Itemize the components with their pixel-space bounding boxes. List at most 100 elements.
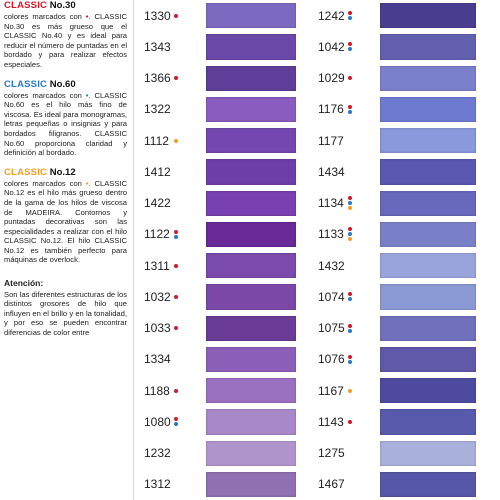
blue-dot-icon [348,232,352,237]
thread-weight-markers [174,417,180,427]
blue-dot-icon [348,201,352,206]
orange-dot-icon [348,237,352,242]
color-row: 1343 [136,31,311,62]
red-dot-icon [348,11,352,16]
color-row: 1122 [136,219,311,250]
thread-weight-markers [348,388,354,393]
classic-30-title: CLASSIC No.30 [4,0,127,11]
color-row: 1275 [310,438,485,469]
red-dot-icon [174,263,178,268]
color-row: 1143 [310,406,485,437]
color-swatch [206,440,296,466]
color-swatch [206,409,296,435]
color-row: 1075 [310,313,485,344]
color-row: 1167 [310,375,485,406]
color-code: 1029 [318,71,345,86]
blue-dot-icon [348,16,352,21]
classic-60-brand: CLASSIC [4,78,48,90]
thread-weight-markers [174,13,180,18]
classic-30-description: colores marcados con •. CLASSIC No.30 es… [4,12,127,70]
color-swatch [206,159,296,185]
color-row: 1032 [136,281,311,312]
color-swatch [206,253,296,279]
orange-dot-icon: • [85,178,89,188]
red-dot-icon [174,294,178,299]
color-code: 1334 [144,352,171,367]
color-code: 1311 [144,258,170,273]
classic-30-brand: CLASSIC [4,0,48,11]
color-code: 1032 [144,289,171,304]
color-swatch [206,221,296,247]
red-dot-icon [348,292,352,297]
color-row: 1334 [136,344,311,375]
classic-12-text-a: colores marcados con [4,178,86,188]
classic-12-description: colores marcados con •. CLASSIC No.12 es… [4,179,127,265]
color-row: 1074 [310,281,485,312]
red-dot-icon [174,229,178,234]
color-code: 1366 [144,71,171,86]
thread-weight-markers [174,294,180,299]
color-code: 1076 [318,352,345,367]
red-dot-icon [174,326,178,331]
color-row: 1330 [136,0,311,31]
color-code: 1275 [318,446,345,461]
color-swatch [206,315,296,341]
color-code: 1033 [144,321,171,336]
red-dot-icon [174,388,178,393]
thread-weight-markers [348,196,354,211]
red-dot-icon [348,323,352,328]
color-swatch [380,315,476,341]
color-swatch [380,159,476,185]
thread-weight-markers [348,323,354,333]
classic-30-text-b: . CLASSIC No.30 es más grueso que el CLA… [4,12,127,69]
color-swatch [380,471,476,497]
color-row: 1312 [136,469,311,500]
color-swatch [380,221,476,247]
blue-dot-icon: • [85,90,89,100]
attention-note: Atención: Son las diferentes estructuras… [4,278,127,338]
classic-60-text-b: . CLASSIC No.60 es el hilo más fino de v… [4,90,127,158]
blue-dot-icon [348,297,352,302]
thread-weight-markers [174,388,180,393]
color-code: 1177 [318,133,344,148]
orange-dot-icon [174,138,178,143]
color-code: 1343 [144,39,171,54]
color-row: 1176 [310,94,485,125]
color-row: 1232 [136,438,311,469]
color-swatch [206,284,296,310]
classic-60-number: No.60 [47,78,76,90]
color-code: 1176 [318,102,344,117]
red-dot-icon [348,196,352,201]
blue-dot-icon [348,47,352,52]
red-dot-icon [348,104,352,109]
color-row: 1042 [310,31,485,62]
attention-text: Son las diferentes estructuras de los di… [4,289,127,338]
color-code: 1075 [318,321,345,336]
color-code: 1167 [318,383,344,398]
thread-weight-markers [348,11,354,21]
color-code: 1134 [318,196,344,211]
thread-weight-markers [174,229,180,239]
red-dot-icon [174,13,178,18]
classic-12-brand: CLASSIC [4,166,48,178]
color-swatch [206,128,296,154]
color-code: 1312 [144,477,171,492]
color-swatch [380,128,476,154]
color-swatch [206,3,296,29]
color-swatch [380,190,476,216]
classic-60-text-a: colores marcados con [4,90,86,100]
color-swatch [206,190,296,216]
color-code: 1467 [318,477,345,492]
color-swatch [206,65,296,91]
orange-dot-icon [348,388,352,393]
color-code: 1432 [318,258,345,273]
thread-weight-markers [348,292,354,302]
attention-title: Atención: [4,278,44,289]
color-code: 1112 [144,133,169,148]
orange-dot-icon [348,206,352,211]
classic-12-title: CLASSIC No.12 [4,167,127,178]
color-code: 1322 [144,102,171,117]
color-row: 1322 [136,94,311,125]
color-swatch [380,440,476,466]
color-swatch [380,346,476,372]
